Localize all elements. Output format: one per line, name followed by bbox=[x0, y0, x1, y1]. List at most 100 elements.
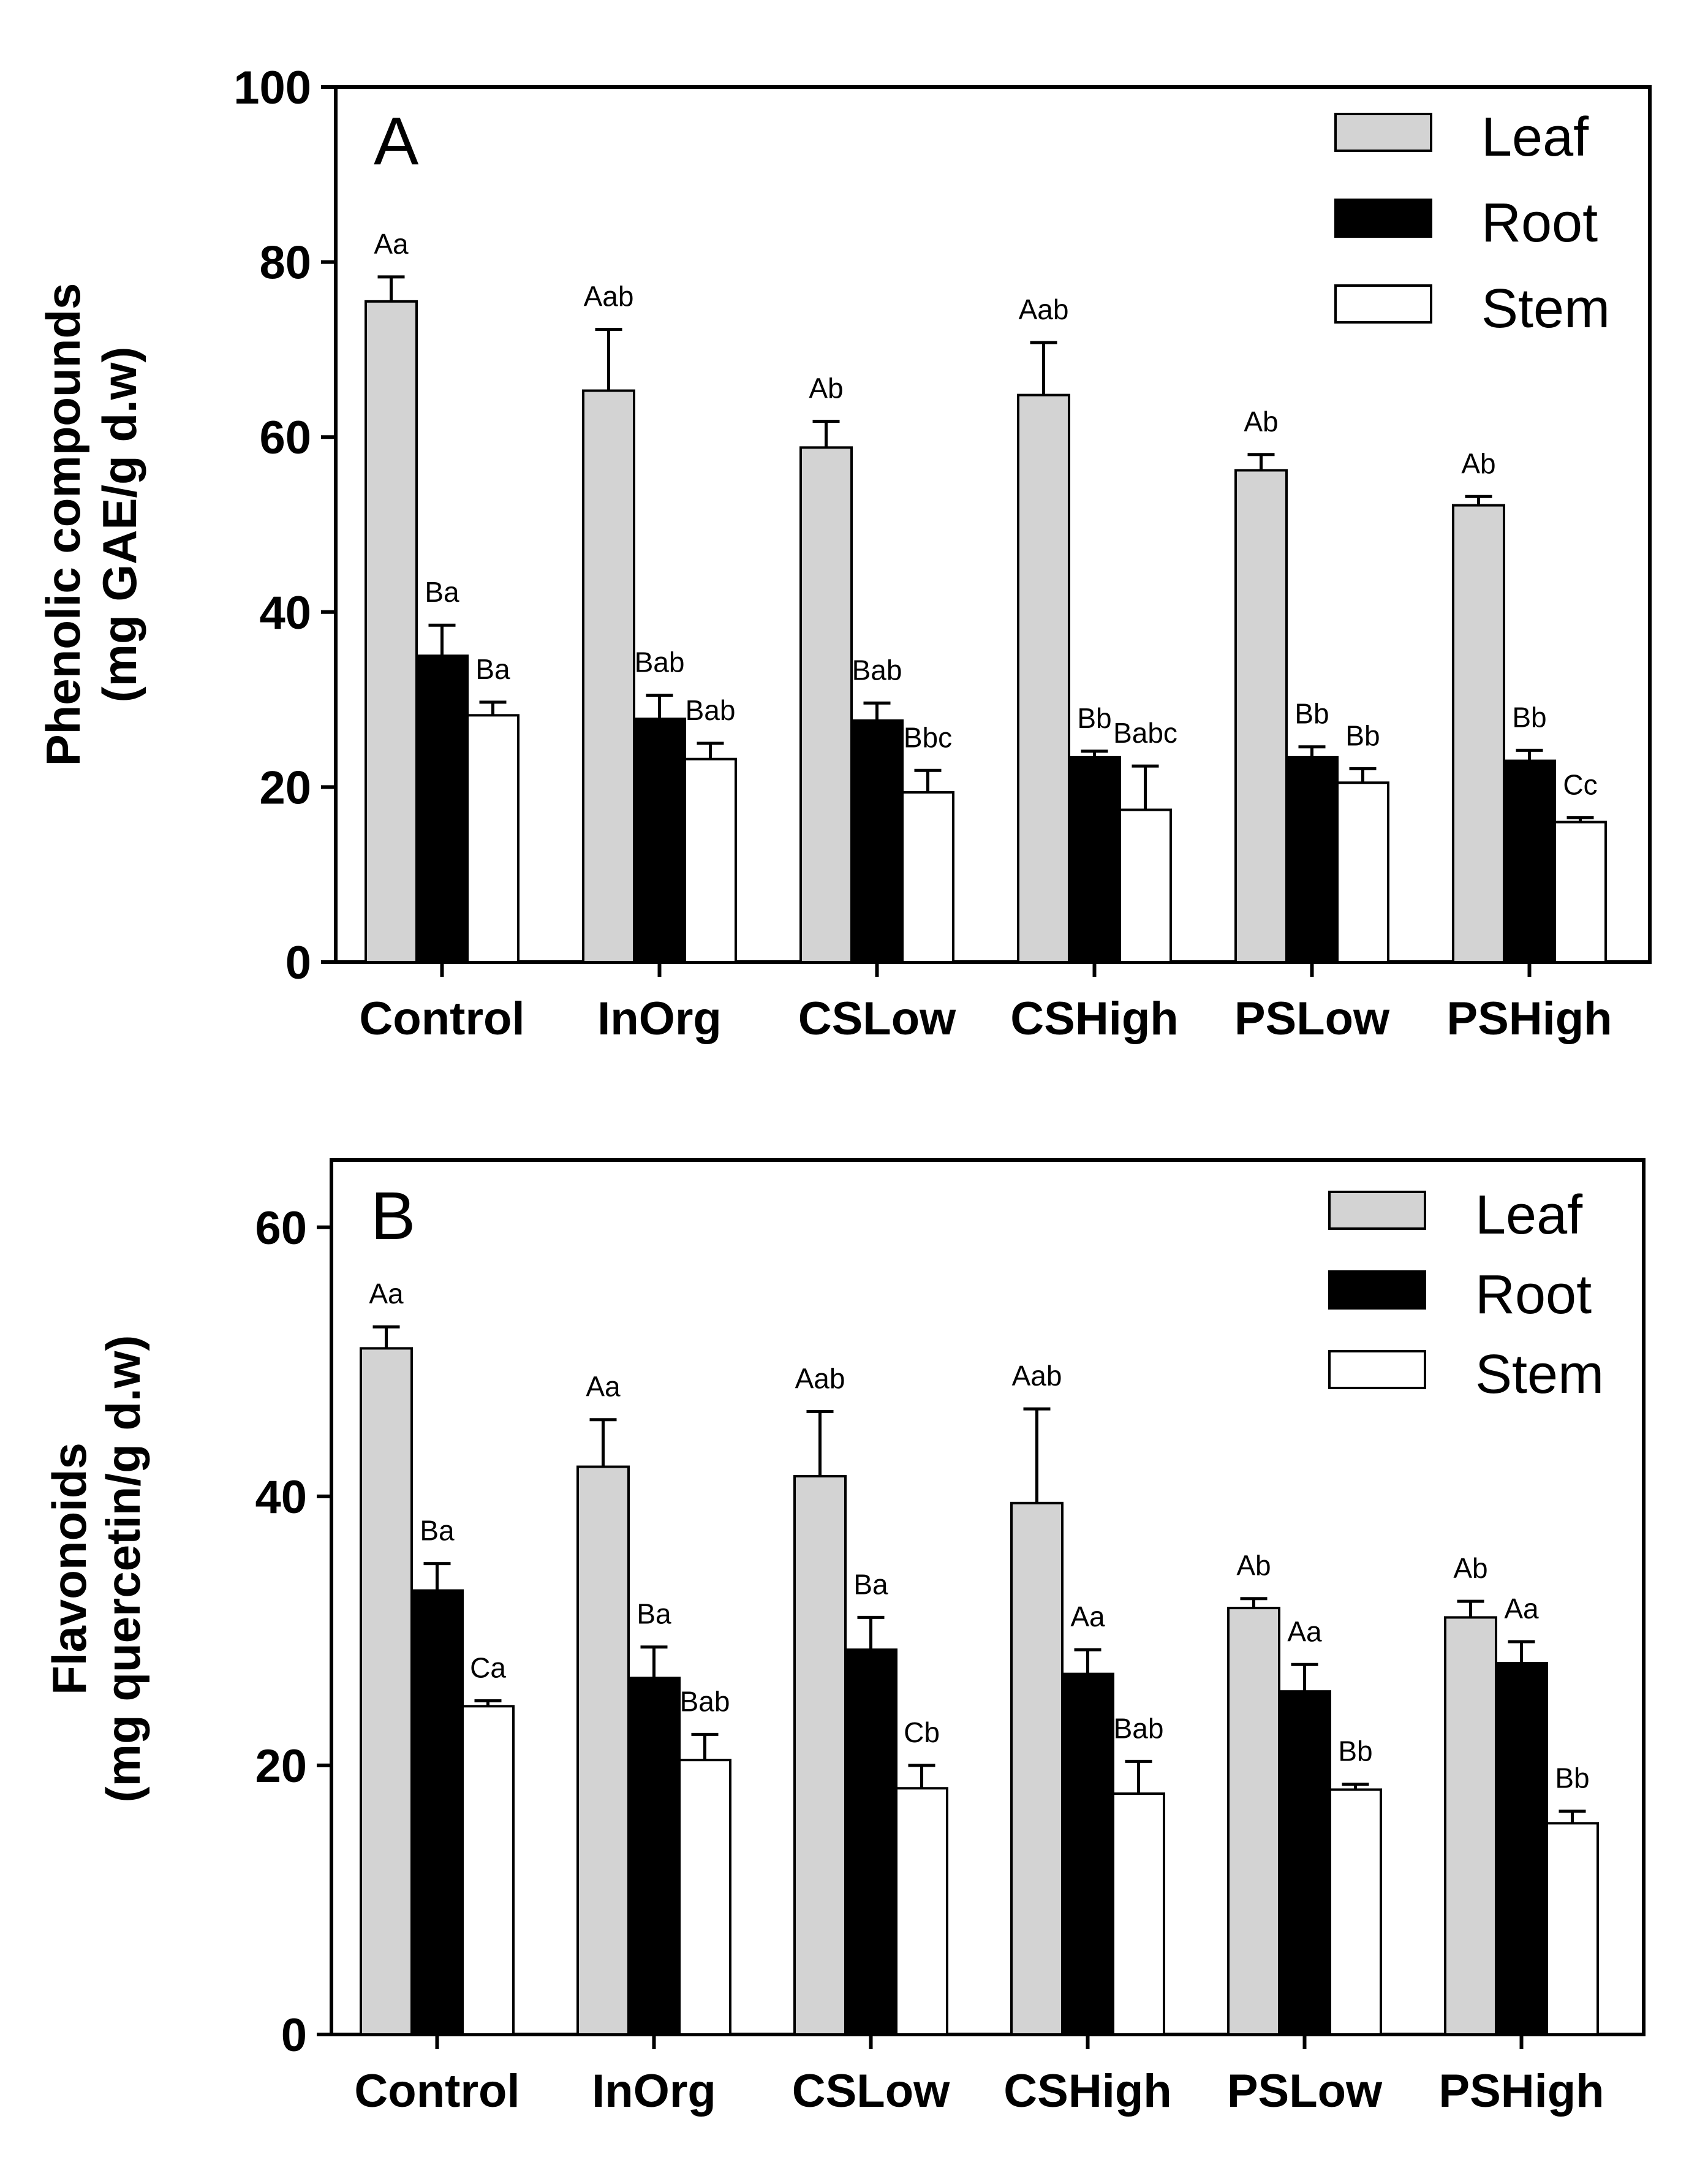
y-tick-label: 100 bbox=[233, 62, 311, 114]
significance-label: Ba bbox=[853, 1568, 888, 1600]
bar-root-control bbox=[415, 654, 469, 963]
x-tick-label: Control bbox=[359, 993, 524, 1045]
y-tick-label: 20 bbox=[259, 762, 311, 814]
legend-label: Stem bbox=[1481, 278, 1610, 339]
legend-swatch-root bbox=[1334, 199, 1432, 238]
bar-leaf-pslow bbox=[1227, 1607, 1280, 2036]
bar-root-cslow bbox=[844, 1648, 897, 2036]
significance-label: Cb bbox=[904, 1716, 940, 1748]
x-tick-label: PSLow bbox=[1234, 993, 1390, 1045]
x-tick-label: InOrg bbox=[592, 2065, 716, 2117]
significance-label: Ab bbox=[809, 372, 843, 404]
plot-frame bbox=[330, 1158, 1646, 2036]
significance-label: Aa bbox=[369, 1278, 404, 1310]
significance-label: Ca bbox=[470, 1652, 506, 1684]
significance-label: Bb bbox=[1345, 719, 1380, 751]
bar-leaf-control bbox=[360, 1347, 413, 2036]
bar-root-cshigh bbox=[1061, 1672, 1114, 2036]
significance-label: Bab bbox=[686, 694, 736, 726]
bar-root-inorg bbox=[627, 1677, 681, 2036]
bar-root-pslow bbox=[1285, 756, 1339, 964]
x-tick-label: CSLow bbox=[798, 993, 956, 1045]
bar-root-inorg bbox=[633, 718, 686, 963]
significance-label: Aa bbox=[374, 228, 409, 260]
significance-label: Ba bbox=[637, 1598, 671, 1630]
legend-swatch-leaf bbox=[1334, 113, 1432, 152]
significance-label: Bb bbox=[1294, 698, 1329, 730]
x-tick-label: Control bbox=[354, 2065, 520, 2117]
y-axis-label: Phenolic compounds bbox=[36, 283, 90, 767]
significance-label: Ab bbox=[1236, 1550, 1271, 1582]
bar-stem-cslow bbox=[901, 791, 954, 964]
y-tick-label: 40 bbox=[259, 587, 311, 639]
significance-label: Aa bbox=[586, 1371, 621, 1403]
bar-stem-inorg bbox=[678, 1759, 731, 2036]
x-tick-label: InOrg bbox=[597, 993, 722, 1045]
panel-letter: A bbox=[374, 104, 419, 179]
x-tick-label: PSLow bbox=[1227, 2065, 1383, 2117]
significance-label: Aab bbox=[795, 1363, 845, 1395]
significance-label: Ba bbox=[425, 576, 459, 608]
legend-label: Leaf bbox=[1481, 107, 1589, 168]
bar-leaf-pshigh bbox=[1452, 504, 1505, 963]
bar-stem-control bbox=[466, 714, 520, 963]
x-tick-label: PSHigh bbox=[1438, 2065, 1604, 2117]
y-tick-label: 40 bbox=[255, 1471, 307, 1523]
legend-label: Stem bbox=[1475, 1344, 1604, 1405]
bar-stem-pshigh bbox=[1546, 1822, 1599, 2036]
significance-label: Bab bbox=[635, 646, 685, 678]
plot-frame bbox=[334, 85, 1652, 964]
legend-label: Root bbox=[1481, 192, 1598, 254]
y-tick-label: 0 bbox=[281, 2009, 307, 2061]
legend-swatch-stem bbox=[1328, 1350, 1426, 1389]
bar-root-control bbox=[410, 1589, 464, 2036]
significance-label: Aa bbox=[1287, 1615, 1322, 1647]
chart-panel-a: 0 20 40 60 80 100 Phenolic compounds (mg GAE/g … bbox=[36, 62, 1652, 1045]
significance-label: Aab bbox=[1019, 294, 1069, 325]
significance-label: Bb bbox=[1555, 1762, 1589, 1794]
legend-swatch-leaf bbox=[1328, 1191, 1426, 1230]
bar-root-pshigh bbox=[1503, 759, 1556, 964]
bar-root-pshigh bbox=[1495, 1662, 1548, 2036]
legend-label: Root bbox=[1475, 1264, 1592, 1325]
significance-label: Cc bbox=[1563, 768, 1597, 800]
significance-label: Aa bbox=[1070, 1601, 1105, 1632]
significance-label: Ab bbox=[1244, 406, 1278, 438]
y-tick-label: 60 bbox=[259, 412, 311, 464]
bar-leaf-pslow bbox=[1234, 469, 1288, 963]
bar-leaf-cslow bbox=[793, 1474, 847, 2036]
y-tick-label: 80 bbox=[259, 237, 311, 289]
bar-stem-cshigh bbox=[1112, 1792, 1165, 2036]
significance-label: Ab bbox=[1461, 447, 1495, 479]
significance-label: Bbc bbox=[904, 721, 952, 753]
bar-stem-pslow bbox=[1336, 781, 1389, 963]
y-axis-label: Flavonoids bbox=[42, 1443, 96, 1695]
legend-swatch-stem bbox=[1334, 284, 1432, 324]
bar-leaf-pshigh bbox=[1444, 1616, 1497, 2036]
x-tick-label: CSLow bbox=[792, 2065, 950, 2117]
significance-label: Aab bbox=[1012, 1360, 1062, 1392]
x-tick-label: PSHigh bbox=[1446, 993, 1612, 1045]
bar-stem-inorg bbox=[684, 757, 737, 963]
y-axis-label-units: (mg quercetin/g d.w) bbox=[96, 1335, 150, 1803]
x-tick-label: CSHigh bbox=[1010, 993, 1178, 1045]
significance-label: Bab bbox=[680, 1685, 730, 1717]
y-tick-label: 0 bbox=[285, 937, 311, 989]
bar-leaf-control bbox=[365, 300, 418, 963]
significance-label: Bab bbox=[1114, 1712, 1164, 1744]
significance-label: Bb bbox=[1512, 701, 1546, 733]
significance-label: Ab bbox=[1453, 1552, 1487, 1584]
bar-root-pslow bbox=[1278, 1690, 1331, 2036]
significance-label: Aab bbox=[584, 281, 634, 313]
panel-letter: B bbox=[371, 1178, 415, 1254]
bar-leaf-cslow bbox=[799, 446, 853, 963]
bar-leaf-cshigh bbox=[1017, 393, 1070, 963]
chart-panel-b: 0 20 40 60 Flavonoids (mg quercetin/g d.w) B Aa… bbox=[42, 1158, 1646, 2117]
bar-stem-pshigh bbox=[1554, 821, 1607, 964]
significance-label: Babc bbox=[1113, 717, 1177, 749]
significance-label: Bab bbox=[852, 654, 902, 686]
bar-stem-pslow bbox=[1329, 1788, 1382, 2036]
significance-label: Ba bbox=[475, 653, 510, 685]
bar-leaf-cshigh bbox=[1010, 1501, 1064, 2036]
bar-stem-cslow bbox=[895, 1787, 948, 2036]
